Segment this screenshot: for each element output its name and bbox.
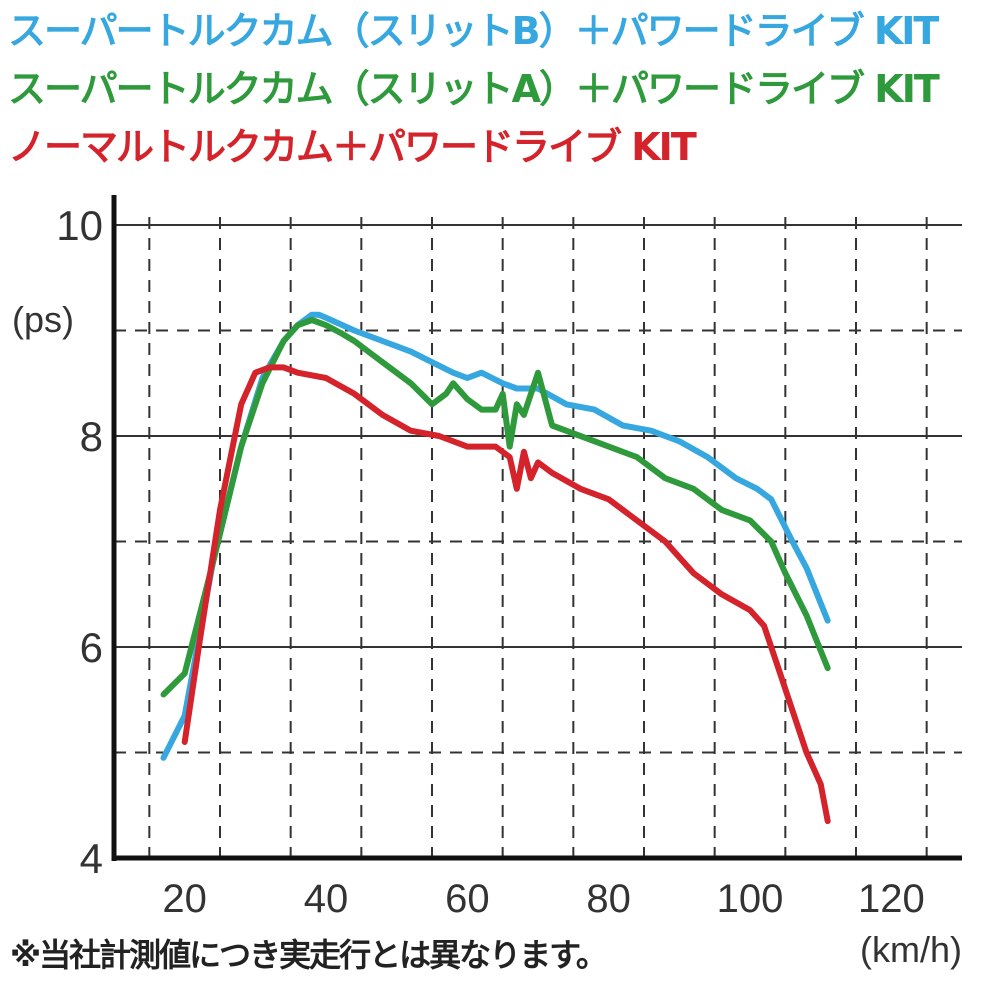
series-line-2 [181, 364, 831, 825]
y-tick-label: 10 [56, 202, 103, 249]
x-tick-label: 100 [717, 877, 784, 921]
x-tick-label: 120 [858, 877, 925, 921]
legend-entry-slit-b: スーパートルクカム（スリットB）＋パワードライブ KIT [8, 9, 939, 53]
y-axis-unit: (ps) [12, 299, 74, 340]
x-tick-label: 20 [162, 877, 207, 921]
grid-lines [114, 217, 962, 858]
y-tick-label: 4 [80, 835, 103, 882]
series-line-1 [160, 317, 831, 698]
y-tick-label: 8 [80, 413, 103, 460]
footnote: ※当社計測値につき実走行とは異なります。 [10, 936, 608, 974]
x-tick-label: 60 [445, 877, 490, 921]
x-tick-label: 80 [586, 877, 631, 921]
x-axis-unit: (km/h) [860, 929, 962, 970]
x-tick-labels: 20 40 60 80 100 120 [162, 877, 924, 921]
legend-entry-normal: ノーマルトルクカム＋パワードライブ KIT [8, 125, 697, 169]
legend-entry-slit-a: スーパートルクカム（スリットA）＋パワードライブ KIT [8, 67, 940, 111]
series-layer [160, 311, 831, 825]
y-tick-label: 6 [80, 624, 103, 671]
y-tick-labels: 4 6 8 10 [56, 202, 103, 882]
x-tick-label: 40 [304, 877, 349, 921]
